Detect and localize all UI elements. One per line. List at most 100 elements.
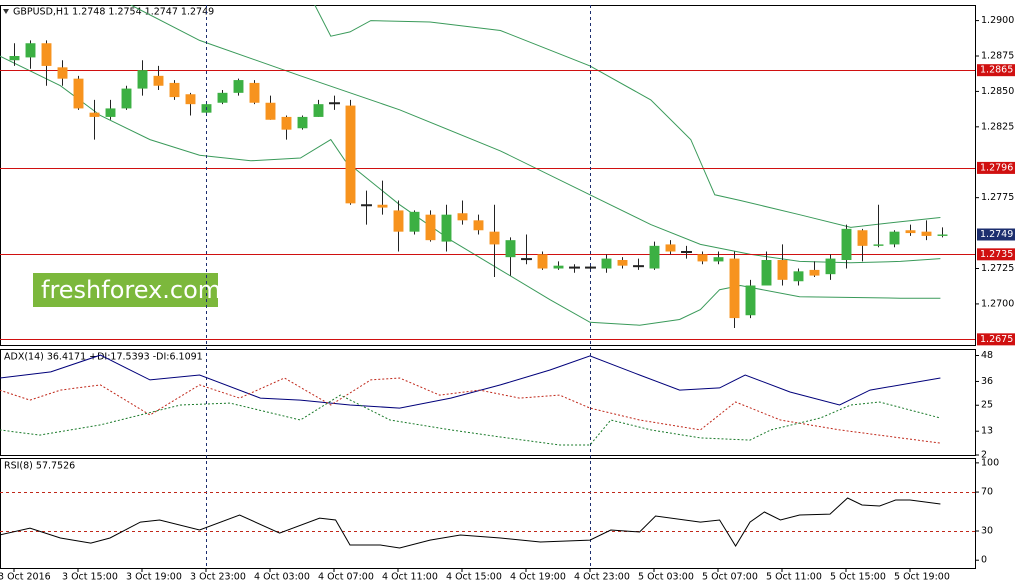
- price-level-tag: [977, 64, 1015, 77]
- x-tick-label: 4 Oct 19:00: [510, 572, 566, 583]
- candle-body: [681, 251, 692, 253]
- candle-body: [457, 213, 468, 221]
- last-price-tag: [977, 228, 1015, 241]
- candle-body: [697, 254, 708, 262]
- indicator-line: [314, 5, 941, 228]
- y-tick-label: 48: [981, 350, 993, 361]
- x-tick-label: 3 Oct 19:00: [126, 572, 182, 583]
- candle-body: [729, 258, 740, 319]
- candle-body: [281, 116, 292, 130]
- price-level-label: 1.2675: [980, 334, 1013, 345]
- candle-body: [521, 258, 532, 261]
- watermark-box: [33, 273, 218, 307]
- watermark: freshforex.com: [41, 276, 221, 304]
- candle-body: [233, 80, 244, 93]
- candle-body: [889, 231, 900, 245]
- price-level-label: 1.2865: [980, 65, 1013, 76]
- y-tick-label: 0: [981, 555, 987, 566]
- x-tick-label: 4 Oct 03:00: [254, 572, 310, 583]
- y-tick-label: 1.2725: [981, 263, 1014, 274]
- candle-body: [777, 260, 788, 280]
- y-tick-label: 1.2900: [981, 15, 1014, 26]
- indicator-line: [130, 5, 941, 264]
- candle-body: [121, 88, 132, 109]
- candle-body: [73, 78, 84, 109]
- candle-body: [265, 102, 276, 120]
- candle-body: [537, 254, 548, 269]
- y-tick-label: 100: [981, 457, 999, 468]
- candle-body: [937, 234, 948, 236]
- candle-body: [425, 214, 436, 241]
- x-tick-label: 5 Oct 07:00: [702, 572, 758, 583]
- y-tick-label: 1.2875: [981, 51, 1014, 62]
- y-tick-label: 1.2850: [981, 86, 1014, 97]
- candle-body: [585, 266, 596, 269]
- candle-body: [137, 70, 148, 89]
- x-tick-label: 3 Oct 2016: [0, 572, 51, 583]
- candle-body: [297, 116, 308, 129]
- candle-body: [329, 102, 340, 105]
- last-price-label: 1.2749: [980, 229, 1013, 240]
- candle-body: [185, 94, 196, 105]
- plot-area: [0, 492, 975, 549]
- y-tick-label: 25: [981, 400, 993, 411]
- candle-body: [9, 56, 20, 61]
- candle-body: [745, 285, 756, 316]
- rsi-frame: [0, 458, 976, 569]
- candle-body: [825, 258, 836, 275]
- rsi-title: RSI(8) 57.7526: [4, 461, 75, 472]
- y-tick-label: 1.2700: [981, 298, 1014, 309]
- candle-body: [553, 265, 564, 269]
- x-tick-label: 3 Oct 15:00: [62, 572, 118, 583]
- y-tick-label: 36: [981, 376, 993, 387]
- candle-body: [393, 210, 404, 232]
- plot-area: [0, 354, 941, 446]
- indicator-line: [0, 394, 941, 446]
- candle-body: [361, 204, 372, 207]
- x-tick-label: 4 Oct 07:00: [318, 572, 374, 583]
- main-title: GBPUSD,H1 1.2748 1.2754 1.2747 1.2749: [13, 7, 214, 18]
- y-tick-label: 70: [981, 487, 993, 498]
- candle-body: [249, 82, 260, 103]
- candle-body: [25, 43, 36, 58]
- candle-body: [633, 265, 644, 268]
- candle-body: [169, 82, 180, 98]
- main-frame: [0, 5, 976, 346]
- candle-body: [105, 108, 116, 117]
- candle-body: [793, 271, 804, 282]
- price-level-label: 1.2735: [980, 249, 1013, 260]
- candle-body: [809, 269, 820, 276]
- y-tick-label: 2: [981, 450, 987, 461]
- indicator-line: [0, 377, 941, 444]
- candle-body: [89, 112, 100, 117]
- price-level-tag: [977, 248, 1015, 261]
- candle-body: [905, 230, 916, 234]
- candle-body: [873, 244, 884, 246]
- x-tick-label: 4 Oct 11:00: [382, 572, 438, 583]
- candle-body: [441, 214, 452, 242]
- menu-icon: [3, 9, 9, 14]
- plot-area: [0, 5, 975, 340]
- candle-body: [841, 228, 852, 260]
- candle-body: [345, 105, 356, 204]
- adx-frame: [0, 349, 976, 456]
- x-tick-label: 5 Oct 15:00: [830, 572, 886, 583]
- candle-body: [217, 92, 228, 103]
- candle-body: [617, 260, 628, 266]
- y-tick-label: 1.2775: [981, 192, 1014, 203]
- candle-body: [569, 266, 580, 269]
- candle-body: [857, 230, 868, 246]
- y-tick-label: 13: [981, 426, 993, 437]
- candle-body: [761, 260, 772, 286]
- candle-body: [601, 258, 612, 269]
- candle-body: [505, 240, 516, 258]
- candle-body: [153, 75, 164, 86]
- price-level-tag: [977, 161, 1015, 174]
- indicator-line: [0, 497, 941, 549]
- candle-body: [665, 244, 676, 252]
- price-level-label: 1.2796: [980, 162, 1013, 173]
- candle-body: [489, 231, 500, 245]
- x-tick-label: 4 Oct 23:00: [574, 572, 630, 583]
- candle-body: [649, 245, 660, 269]
